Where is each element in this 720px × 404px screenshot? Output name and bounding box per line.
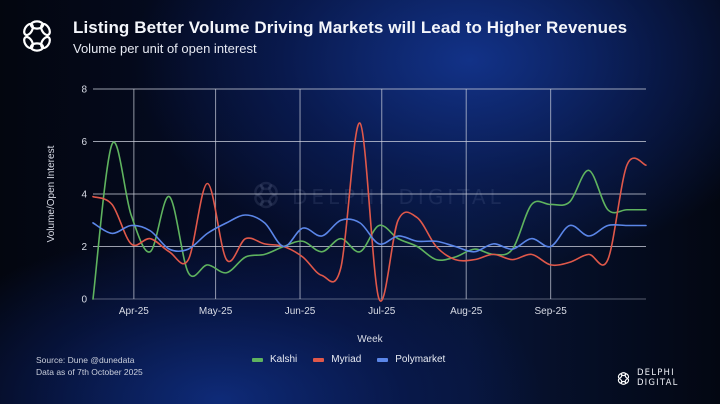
x-axis-label: Week (357, 334, 383, 345)
y-tick-label: 2 (81, 242, 87, 253)
legend-item-myriad[interactable]: Myriad (313, 354, 361, 365)
legend-swatch-myriad (313, 357, 325, 362)
x-tick-label: Jul-25 (368, 306, 396, 317)
y-tick-label: 6 (81, 137, 87, 148)
legend-item-polymarket[interactable]: Polymarket (377, 354, 445, 365)
legend-item-kalshi[interactable]: Kalshi (252, 354, 297, 365)
legend-label-polymarket: Polymarket (395, 354, 446, 365)
y-axis-label: Volume/Open Interest (46, 145, 57, 242)
series-line-myriad (92, 122, 647, 302)
watermark-logo-icon (254, 181, 278, 209)
series-line-polymarket (92, 214, 647, 253)
gridlines (93, 88, 646, 300)
source-line: Source: Dune @dunedata (36, 355, 135, 365)
x-tick-label: Jun-25 (285, 306, 316, 317)
series-lines (92, 122, 647, 302)
legend-label-myriad: Myriad (331, 354, 362, 365)
chart-subtitle: Volume per unit of open interest (73, 41, 257, 56)
series-line-kalshi (92, 141, 647, 300)
y-axis-ticks: 0 2 4 6 8 (81, 85, 87, 306)
y-tick-label: 0 (81, 295, 87, 306)
data-date-line: Data as of 7th October 2025 (36, 367, 143, 377)
chart-title: Listing Better Volume Driving Markets wi… (73, 18, 628, 37)
brand-logo-icon (617, 371, 630, 385)
x-tick-label: Apr-25 (119, 306, 149, 317)
delphi-logo-icon (18, 17, 56, 55)
watermark-text: DELPHI DIGITAL (292, 185, 505, 209)
x-tick-label: Sep-25 (535, 306, 568, 317)
x-tick-label: May-25 (199, 306, 233, 317)
x-axis-ticks: Apr-25 May-25 Jun-25 Jul-25 Aug-25 Sep-25 (119, 306, 567, 317)
y-tick-label: 4 (81, 190, 87, 201)
brand-text: DELPHI DIGITAL (636, 368, 679, 388)
brand-mark: DELPHI DIGITAL (616, 368, 720, 388)
legend-swatch-polymarket (377, 357, 389, 362)
legend-label-kalshi: Kalshi (270, 354, 298, 365)
legend: Kalshi Myriad Polymarket (252, 354, 445, 365)
legend-swatch-kalshi (252, 357, 263, 362)
x-tick-label: Aug-25 (450, 306, 483, 317)
y-tick-label: 8 (81, 85, 87, 96)
source-note: Source: Dune @dunedata Data as of 7th Oc… (36, 354, 143, 378)
watermark: DELPHI DIGITAL (254, 181, 505, 209)
